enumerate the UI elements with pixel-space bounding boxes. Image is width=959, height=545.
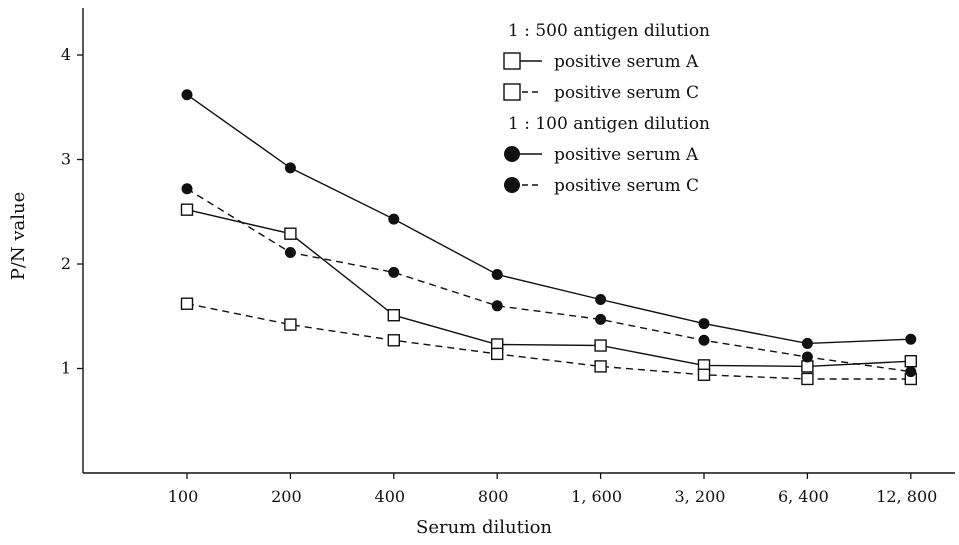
legend-group-title: 1 : 500 antigen dilution	[508, 21, 710, 41]
data-point-square	[801, 372, 814, 386]
data-point-square	[697, 368, 711, 381]
y-tick-label: 1	[61, 359, 71, 378]
data-point-square	[180, 297, 194, 310]
x-tick-label: 100	[168, 487, 199, 506]
legend-item: positive serum C	[504, 176, 699, 196]
data-point-circle	[388, 213, 400, 225]
data-point-square	[284, 227, 297, 240]
legend-item: positive serum A	[504, 145, 699, 165]
data-point-circle	[801, 337, 813, 349]
y-tick-label: 3	[61, 150, 71, 169]
series-1	[180, 297, 917, 386]
data-point-square	[491, 347, 504, 361]
legend-label: positive serum A	[554, 52, 699, 72]
data-point-square	[284, 318, 297, 331]
x-tick-label: 400	[375, 487, 406, 506]
legend-item: positive serum C	[503, 83, 699, 103]
data-point-square	[180, 203, 194, 216]
x-tick-label: 3, 200	[675, 487, 726, 506]
data-point-circle	[801, 351, 813, 363]
legend-square-marker	[503, 83, 521, 101]
data-point-circle	[698, 318, 710, 330]
legend-square-marker	[503, 52, 521, 70]
series-line	[186, 303, 911, 380]
y-tick-label: 4	[61, 45, 71, 64]
legend-item: positive serum A	[503, 52, 699, 72]
x-tick-label: 800	[478, 487, 509, 506]
x-tick-label: 1, 600	[571, 487, 622, 506]
data-point-square	[387, 309, 400, 322]
series-2	[181, 89, 917, 349]
data-point-square	[594, 360, 607, 373]
legend: 1 : 500 antigen dilution positive serum A…	[503, 21, 710, 196]
x-axis-title: Serum dilution	[416, 517, 552, 538]
data-point-circle	[388, 266, 400, 278]
series-line	[186, 209, 911, 368]
data-point-circle	[284, 162, 296, 174]
legend-circle-marker	[504, 146, 520, 162]
series-line	[186, 94, 911, 345]
legend-label: positive serum C	[554, 83, 699, 103]
data-point-circle	[491, 300, 503, 312]
series-layer	[180, 89, 917, 386]
legend-group-title: 1 : 100 antigen dilution	[508, 114, 710, 134]
legend-label: positive serum C	[554, 176, 699, 196]
data-point-circle	[181, 89, 193, 101]
series-0	[180, 203, 917, 373]
data-point-circle	[905, 366, 917, 378]
y-axis-title: P/N value	[8, 192, 29, 281]
y-tick-label: 2	[61, 254, 71, 273]
series-line	[186, 188, 911, 373]
data-point-circle	[905, 333, 917, 345]
x-tick-label: 6, 400	[778, 487, 829, 506]
data-point-circle	[491, 268, 503, 280]
legend-circle-marker	[504, 177, 520, 193]
x-tick-label: 200	[271, 487, 302, 506]
data-point-circle	[595, 294, 607, 306]
data-point-square	[904, 354, 917, 368]
data-point-circle	[698, 334, 710, 346]
data-point-square	[387, 334, 400, 347]
series-3	[181, 183, 917, 378]
data-point-circle	[595, 313, 607, 325]
x-tick-label: 12, 800	[876, 487, 937, 506]
legend-label: positive serum A	[554, 145, 699, 165]
axes: 1 2 3 4 100 200 400 800 1, 600 3, 200 6, 400 12, 80…	[61, 8, 955, 506]
data-point-square	[594, 339, 607, 352]
data-point-circle	[181, 183, 193, 195]
data-point-circle	[284, 247, 296, 259]
data-point-square	[801, 360, 814, 373]
